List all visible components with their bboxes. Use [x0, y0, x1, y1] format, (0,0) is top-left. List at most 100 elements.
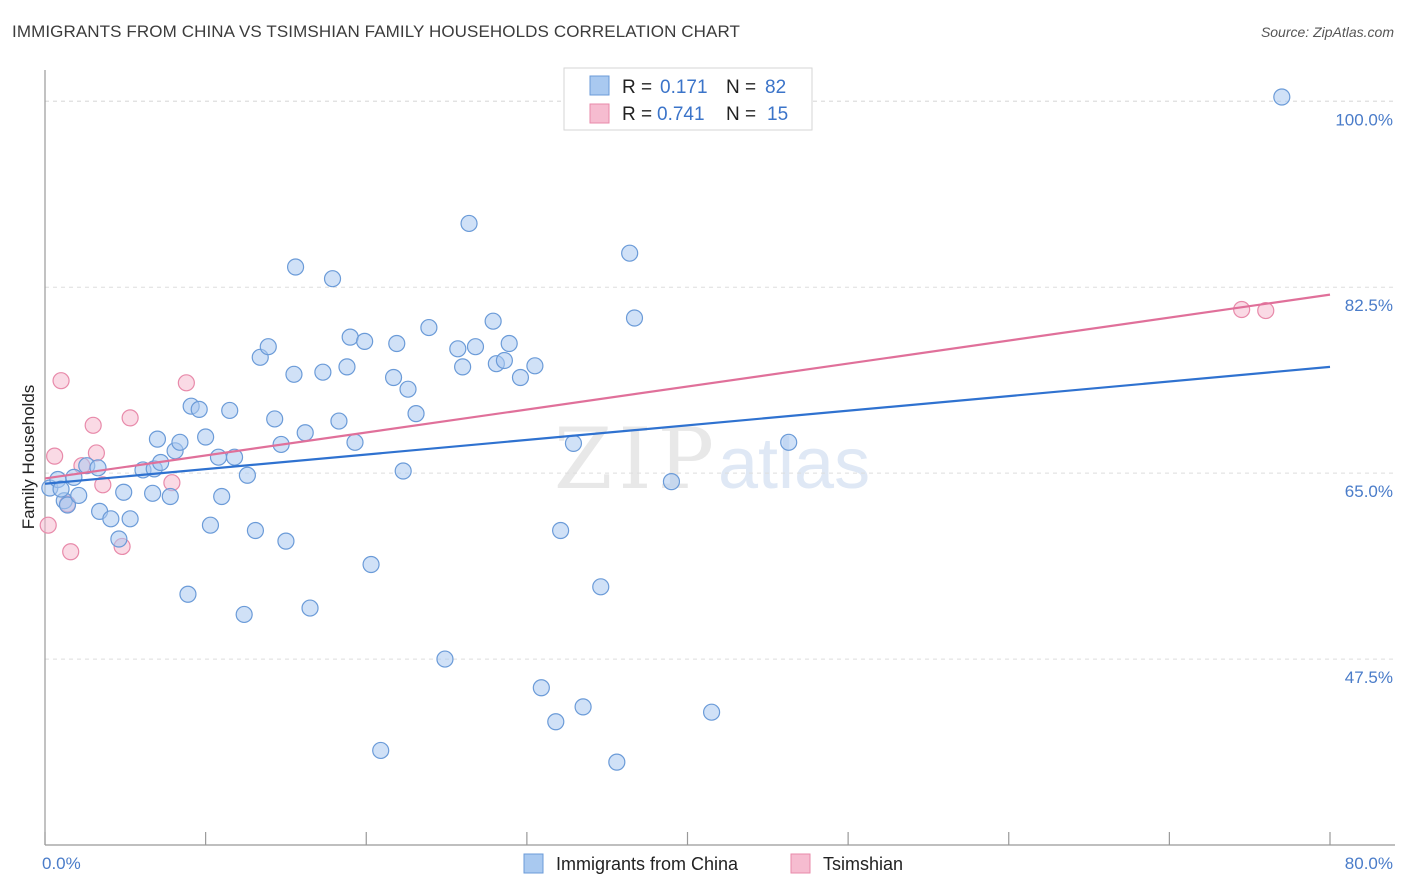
x-tick-label-max: 80.0%	[1345, 854, 1393, 873]
china-point	[338, 358, 356, 376]
china-point	[526, 357, 544, 375]
china-point	[407, 405, 425, 423]
trendlines	[44, 293, 1331, 485]
china-point	[209, 448, 228, 466]
china-point	[592, 578, 610, 596]
china-point	[197, 428, 215, 446]
legend-swatch-tsimshian	[589, 103, 610, 124]
china-points	[41, 88, 1291, 771]
china-point	[296, 424, 314, 442]
y-tick-labels: 47.5% 65.0% 82.5% 100.0%	[1335, 110, 1393, 687]
china-point	[436, 650, 454, 668]
china-point	[221, 401, 239, 420]
china-point	[277, 532, 295, 550]
legend-r-label-tsimshian: R =	[622, 104, 652, 125]
china-point	[394, 462, 412, 480]
china-point	[235, 605, 253, 624]
china-point	[246, 521, 265, 540]
tsimshian-point	[39, 516, 57, 534]
tsimshian-point	[52, 372, 70, 390]
china-point	[466, 338, 485, 356]
china-point	[356, 332, 374, 350]
tsimshian-point	[84, 416, 102, 434]
china-point	[70, 486, 88, 505]
china-point	[625, 309, 644, 327]
china-point	[702, 703, 721, 721]
china-point	[384, 368, 403, 387]
y-tick-label: 82.5%	[1345, 296, 1393, 315]
china-point	[148, 430, 167, 448]
y-tick-label: 65.0%	[1345, 482, 1393, 501]
tsimshian-point	[1257, 301, 1275, 320]
legend-r-value-tsimshian: 0.741	[657, 104, 705, 125]
legend-r-value-china: 0.171	[660, 77, 708, 98]
tsimshian-point	[94, 476, 112, 494]
legend-swatch-china	[589, 75, 610, 96]
series-legend: Immigrants from China Tsimshian	[523, 853, 903, 874]
tsimshian-point	[177, 374, 195, 392]
china-point	[102, 510, 120, 528]
china-point	[449, 340, 467, 358]
china-point	[460, 214, 478, 233]
china-point	[161, 487, 179, 506]
china-point	[65, 468, 83, 486]
china-point	[213, 487, 231, 506]
china-point	[484, 312, 502, 330]
china-point	[238, 466, 256, 484]
china-point	[362, 555, 380, 574]
legend-n-value-china: 82	[765, 77, 786, 98]
china-point	[346, 433, 364, 451]
china-point	[532, 679, 550, 697]
china-point	[110, 530, 128, 548]
china-point	[608, 753, 626, 771]
china-point	[399, 380, 417, 398]
china-point	[225, 448, 244, 466]
china-point	[314, 363, 332, 381]
china-point	[285, 365, 303, 383]
bottom-legend-swatch-tsimshian	[790, 853, 811, 874]
tsimshian-trendline	[44, 293, 1331, 480]
china-point	[266, 410, 284, 428]
china-point	[547, 713, 565, 731]
tsimshian-point	[62, 543, 80, 561]
tsimshian-point	[1233, 300, 1251, 319]
china-point	[1273, 88, 1291, 106]
china-point	[301, 599, 319, 617]
legend-n-value-tsimshian: 15	[767, 104, 788, 125]
china-point	[574, 698, 592, 716]
china-point	[190, 400, 208, 418]
china-point	[144, 484, 162, 502]
china-point	[115, 483, 133, 501]
china-point	[171, 433, 189, 451]
china-point	[621, 244, 639, 262]
china-trendline	[44, 365, 1331, 485]
chart-source: Source: ZipAtlas.com	[1260, 24, 1394, 40]
legend-r-label-china: R =	[622, 77, 652, 98]
china-point	[780, 433, 798, 451]
china-point	[552, 521, 570, 540]
china-point	[341, 328, 359, 346]
china-point	[330, 412, 348, 430]
tsimshian-point	[121, 409, 139, 427]
china-point	[495, 351, 513, 370]
legend-n-label-china: N =	[726, 77, 756, 98]
chart-title: IMMIGRANTS FROM CHINA VS TSIMSHIAN FAMIL…	[12, 22, 741, 41]
x-axis-ticks	[44, 832, 1331, 845]
china-point	[454, 358, 472, 376]
china-point	[121, 510, 139, 528]
china-point	[388, 334, 406, 353]
china-point	[259, 338, 277, 356]
bottom-legend-label-tsimshian: Tsimshian	[823, 854, 903, 874]
china-point	[179, 585, 197, 603]
legend-n-label-tsimshian: N =	[726, 104, 756, 125]
y-tick-label: 100.0%	[1335, 110, 1393, 129]
china-point	[286, 258, 305, 276]
y-tick-label: 47.5%	[1345, 668, 1393, 687]
china-point	[372, 741, 390, 760]
china-point	[511, 368, 530, 387]
tsimshian-point	[46, 447, 64, 465]
x-tick-label-min: 0.0%	[42, 854, 81, 873]
china-point	[500, 334, 518, 353]
bottom-legend-swatch-china	[523, 853, 544, 874]
